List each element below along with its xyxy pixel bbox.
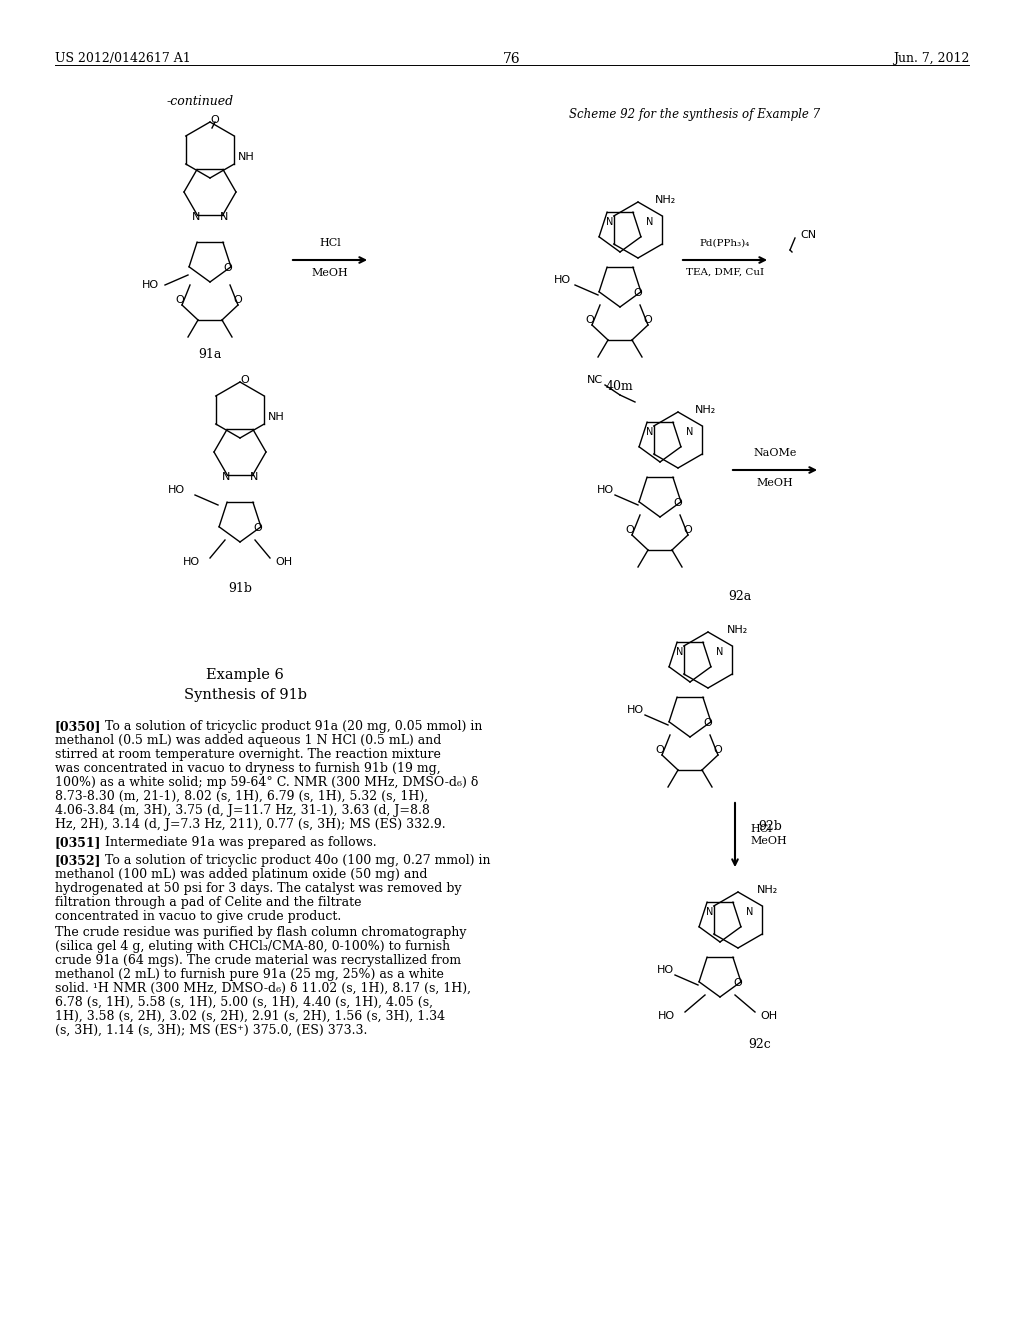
Text: HCl
MeOH: HCl MeOH (750, 824, 786, 846)
Text: filtration through a pad of Celite and the filtrate: filtration through a pad of Celite and t… (55, 896, 361, 909)
Text: N: N (717, 647, 724, 657)
Text: HO: HO (627, 705, 643, 715)
Text: HO: HO (553, 275, 570, 285)
Text: [0350]: [0350] (55, 719, 101, 733)
Text: 76: 76 (503, 51, 521, 66)
Text: 100%) as a white solid; mp 59-64° C. NMR (300 MHz, DMSO-d₆) δ: 100%) as a white solid; mp 59-64° C. NMR… (55, 776, 478, 789)
Text: 1H), 3.58 (s, 2H), 3.02 (s, 2H), 2.91 (s, 2H), 1.56 (s, 3H), 1.34: 1H), 3.58 (s, 2H), 3.02 (s, 2H), 2.91 (s… (55, 1010, 445, 1023)
Text: O: O (655, 744, 665, 755)
Text: NH: NH (238, 152, 255, 162)
Text: Synthesis of 91b: Synthesis of 91b (183, 688, 306, 702)
Text: HCl: HCl (319, 238, 341, 248)
Text: 6.78 (s, 1H), 5.58 (s, 1H), 5.00 (s, 1H), 4.40 (s, 1H), 4.05 (s,: 6.78 (s, 1H), 5.58 (s, 1H), 5.00 (s, 1H)… (55, 997, 433, 1008)
Text: 4.06-3.84 (m, 3H), 3.75 (d, J=11.7 Hz, 31-1), 3.63 (d, J=8.8: 4.06-3.84 (m, 3H), 3.75 (d, J=11.7 Hz, 3… (55, 804, 430, 817)
Text: N: N (676, 647, 684, 657)
Text: OH: OH (275, 557, 292, 568)
Text: To a solution of tricyclic product 40o (100 mg, 0.27 mmol) in: To a solution of tricyclic product 40o (… (105, 854, 490, 867)
Text: Scheme 92 for the synthesis of Example 7: Scheme 92 for the synthesis of Example 7 (569, 108, 820, 121)
Text: stirred at room temperature overnight. The reaction mixture: stirred at room temperature overnight. T… (55, 748, 441, 762)
Text: The crude residue was purified by flash column chromatography: The crude residue was purified by flash … (55, 927, 467, 939)
Text: NH₂: NH₂ (694, 405, 716, 414)
Text: TEA, DMF, CuI: TEA, DMF, CuI (686, 268, 764, 277)
Text: O: O (254, 523, 262, 533)
Text: hydrogenated at 50 psi for 3 days. The catalyst was removed by: hydrogenated at 50 psi for 3 days. The c… (55, 882, 462, 895)
Text: 40m: 40m (606, 380, 634, 393)
Text: Pd(PPh₃)₄: Pd(PPh₃)₄ (699, 239, 751, 248)
Text: Example 6: Example 6 (206, 668, 284, 682)
Text: HO: HO (168, 484, 185, 495)
Text: O: O (176, 294, 184, 305)
Text: HO: HO (596, 484, 613, 495)
Text: O: O (714, 744, 722, 755)
Text: [0352]: [0352] (55, 854, 101, 867)
Text: methanol (2 mL) to furnish pure 91a (25 mg, 25%) as a white: methanol (2 mL) to furnish pure 91a (25 … (55, 968, 443, 981)
Text: 91a: 91a (199, 348, 221, 360)
Text: Intermediate 91a was prepared as follows.: Intermediate 91a was prepared as follows… (105, 836, 377, 849)
Text: NH₂: NH₂ (758, 884, 778, 895)
Text: (silica gel 4 g, eluting with CHCl₃/CMA-80, 0-100%) to furnish: (silica gel 4 g, eluting with CHCl₃/CMA-… (55, 940, 451, 953)
Text: To a solution of tricyclic product 91a (20 mg, 0.05 mmol) in: To a solution of tricyclic product 91a (… (105, 719, 482, 733)
Text: N: N (606, 216, 613, 227)
Text: [0351]: [0351] (55, 836, 101, 849)
Text: NH₂: NH₂ (727, 624, 749, 635)
Text: O: O (634, 288, 642, 298)
Text: N: N (686, 426, 693, 437)
Text: N: N (220, 213, 228, 222)
Text: N: N (646, 216, 653, 227)
Text: concentrated in vacuo to give crude product.: concentrated in vacuo to give crude prod… (55, 909, 341, 923)
Text: O: O (703, 718, 713, 729)
Text: Jun. 7, 2012: Jun. 7, 2012 (893, 51, 969, 65)
Text: MeOH: MeOH (311, 268, 348, 279)
Text: O: O (241, 375, 250, 385)
Text: crude 91a (64 mgs). The crude material was recrystallized from: crude 91a (64 mgs). The crude material w… (55, 954, 461, 968)
Text: O: O (674, 498, 682, 508)
Text: Hz, 2H), 3.14 (d, J=7.3 Hz, 211), 0.77 (s, 3H); MS (ES) 332.9.: Hz, 2H), 3.14 (d, J=7.3 Hz, 211), 0.77 (… (55, 818, 445, 832)
Text: 8.73-8.30 (m, 21-1), 8.02 (s, 1H), 6.79 (s, 1H), 5.32 (s, 1H),: 8.73-8.30 (m, 21-1), 8.02 (s, 1H), 6.79 … (55, 789, 428, 803)
Text: solid. ¹H NMR (300 MHz, DMSO-d₆) δ 11.02 (s, 1H), 8.17 (s, 1H),: solid. ¹H NMR (300 MHz, DMSO-d₆) δ 11.02… (55, 982, 471, 995)
Text: 92a: 92a (728, 590, 752, 603)
Text: 91b: 91b (228, 582, 252, 595)
Text: O: O (211, 115, 219, 125)
Text: was concentrated in vacuo to dryness to furnish 91b (19 mg,: was concentrated in vacuo to dryness to … (55, 762, 440, 775)
Text: (s, 3H), 1.14 (s, 3H); MS (ES⁺) 375.0, (ES) 373.3.: (s, 3H), 1.14 (s, 3H); MS (ES⁺) 375.0, (… (55, 1024, 368, 1038)
Text: N: N (191, 213, 200, 222)
Text: NaOMe: NaOMe (754, 447, 797, 458)
Text: N: N (646, 426, 653, 437)
Text: 92c: 92c (749, 1038, 771, 1051)
Text: O: O (644, 315, 652, 325)
Text: HO: HO (657, 1011, 675, 1020)
Text: N: N (746, 907, 754, 917)
Text: O: O (586, 315, 594, 325)
Text: N: N (250, 473, 258, 482)
Text: HO: HO (141, 280, 159, 290)
Text: methanol (0.5 mL) was added aqueous 1 N HCl (0.5 mL) and: methanol (0.5 mL) was added aqueous 1 N … (55, 734, 441, 747)
Text: MeOH: MeOH (757, 478, 794, 488)
Text: OH: OH (760, 1011, 777, 1020)
Text: NH₂: NH₂ (654, 195, 676, 205)
Text: -continued: -continued (167, 95, 233, 108)
Text: methanol (100 mL) was added platinum oxide (50 mg) and: methanol (100 mL) was added platinum oxi… (55, 869, 427, 880)
Text: HO: HO (656, 965, 674, 975)
Text: O: O (684, 525, 692, 535)
Text: O: O (626, 525, 635, 535)
Text: N: N (707, 907, 714, 917)
Text: CN: CN (800, 230, 816, 240)
Text: HO: HO (183, 557, 200, 568)
Text: NH: NH (268, 412, 285, 422)
Text: O: O (223, 263, 232, 273)
Text: O: O (733, 978, 742, 987)
Text: US 2012/0142617 A1: US 2012/0142617 A1 (55, 51, 190, 65)
Text: O: O (233, 294, 243, 305)
Text: NC: NC (587, 375, 603, 385)
Text: 92b: 92b (758, 820, 782, 833)
Text: N: N (222, 473, 230, 482)
